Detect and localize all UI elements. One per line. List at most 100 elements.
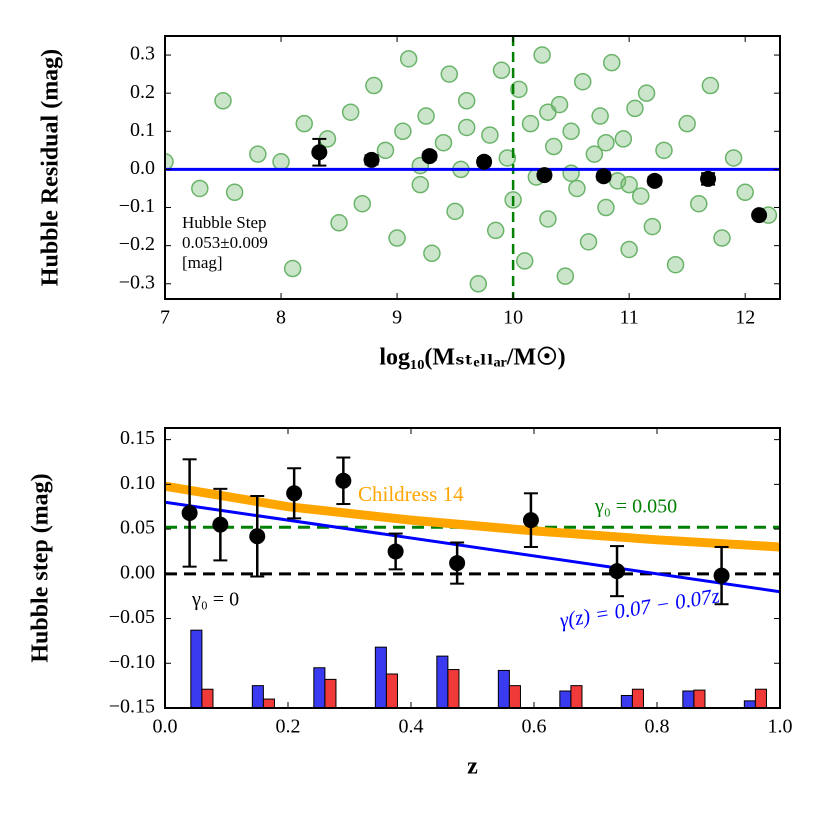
point (595, 168, 612, 185)
y-axis-label: Hubble Residual (mag) (38, 49, 64, 286)
point (713, 567, 730, 584)
point (609, 563, 626, 580)
annotation: [mag] (182, 253, 223, 272)
scatter-point (724, 149, 743, 167)
scatter-point (556, 267, 575, 285)
x-tick-label: 7 (160, 307, 170, 329)
line-label: γ₀ = 0 (191, 589, 239, 611)
y-tick-label: 0.10 (120, 472, 155, 494)
scatter-point (585, 145, 604, 163)
scatter-point (191, 179, 209, 198)
scatter-point (165, 153, 174, 171)
x-tick-label: 0.6 (522, 716, 547, 738)
scatter-point (498, 149, 517, 167)
x-axis-label: log₁₀(Mₛₜₑₗₗₐᵣ/M☉) (379, 345, 565, 371)
axes-frame (164, 427, 781, 709)
scatter-point (637, 84, 656, 102)
y-tick-label: 0.05 (120, 517, 155, 539)
histogram-bar (313, 667, 326, 708)
scatter-point (701, 76, 720, 95)
y-tick-label: 0.15 (120, 427, 155, 449)
point (181, 504, 198, 521)
scatter-point (515, 252, 534, 270)
scatter-point (249, 145, 267, 163)
x-tick-label: 0.0 (153, 716, 178, 738)
scatter-point (469, 275, 488, 293)
axes-frame (164, 35, 781, 300)
line-label: γ₀ = 0.050 (594, 496, 677, 518)
scatter-point (376, 141, 395, 160)
y-tick-label: −0.1 (119, 195, 155, 217)
scatter-point (440, 65, 459, 83)
histogram-bar (201, 688, 214, 708)
scatter-point (539, 210, 557, 228)
histogram-bar (374, 646, 387, 708)
scatter-point (411, 175, 430, 194)
scatter-point (423, 244, 441, 263)
scatter-point (591, 107, 609, 125)
scatter-point (457, 118, 476, 137)
scatter-point (434, 133, 453, 152)
line-label: γ(z) = 0.07 − 0.07z (558, 583, 721, 632)
point (646, 172, 663, 189)
model-line (165, 481, 780, 552)
model-line (165, 500, 780, 594)
histogram-bar (743, 700, 756, 708)
scatter-point (341, 103, 360, 121)
scatter-point (655, 141, 673, 160)
point (421, 148, 438, 165)
y-tick-label: −0.15 (109, 696, 155, 718)
scatter-point (614, 130, 633, 148)
point (387, 543, 404, 560)
scatter-point (283, 259, 302, 278)
scatter-point (481, 126, 499, 144)
histogram-bar (620, 694, 633, 708)
line-label: Childress 14 (358, 482, 464, 506)
histogram-bar (682, 690, 695, 708)
point (476, 153, 493, 170)
scatter-point (620, 240, 638, 259)
histogram-bar (570, 685, 583, 708)
scatter-point (736, 183, 754, 202)
point (751, 207, 768, 224)
y-tick-label: 0.3 (130, 43, 155, 65)
y-tick-label: 0.1 (130, 119, 155, 141)
x-tick-label: 11 (620, 307, 639, 329)
scatter-point (446, 202, 464, 221)
x-tick-label: 0.8 (645, 716, 670, 738)
histogram-bar (754, 688, 767, 708)
histogram-bar (447, 669, 460, 708)
scatter-point (573, 72, 592, 91)
scatter-point (690, 194, 708, 213)
scatter-point (272, 153, 290, 171)
scatter-point (678, 114, 696, 133)
point (700, 170, 717, 187)
histogram-bar (324, 678, 337, 708)
histogram-bar (508, 685, 521, 708)
x-tick-label: 9 (392, 307, 402, 329)
point (311, 144, 328, 161)
point (522, 512, 539, 529)
annotation: Hubble Step (182, 213, 267, 232)
histogram-bar (559, 690, 572, 708)
y-tick-label: −0.2 (119, 233, 155, 255)
scatter-point (417, 107, 435, 125)
y-tick-label: 0.00 (120, 561, 155, 583)
plot-area (165, 36, 780, 299)
scatter-point (399, 50, 418, 68)
scatter-point (365, 76, 383, 95)
y-tick-label: 0.2 (130, 81, 155, 103)
histogram-bar (385, 673, 398, 708)
annotation: 0.053±0.009 (182, 233, 268, 252)
histogram-bar (631, 688, 644, 708)
x-tick-label: 10 (503, 307, 523, 329)
point (363, 151, 380, 168)
point (449, 555, 466, 572)
y-tick-label: −0.3 (119, 271, 155, 293)
plot-area (165, 481, 780, 708)
y-tick-label: 0.0 (130, 157, 155, 179)
scatter-point (602, 53, 621, 72)
scatter-point (544, 137, 563, 156)
y-axis-label: Hubble step (mag) (28, 473, 54, 662)
scatter-point (579, 233, 598, 251)
